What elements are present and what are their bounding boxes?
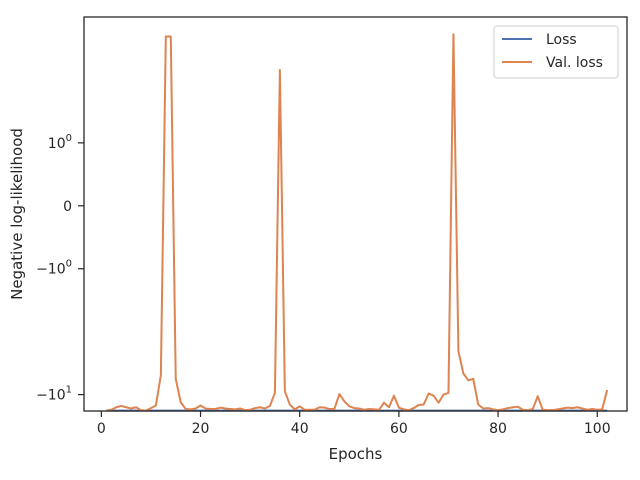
legend: Loss Val. loss (493, 25, 619, 79)
plot-frame (83, 16, 628, 412)
x-tick-label: 80 (489, 421, 507, 437)
x-tick-label: 100 (584, 421, 611, 437)
x-axis-label: Epochs (329, 445, 383, 463)
y-axis-label: Negative log-likelihood (8, 128, 26, 300)
legend-label-val-loss: Val. loss (546, 55, 603, 71)
y-tick-label: 0 (63, 199, 72, 215)
x-axis: 0 20 40 60 80 100 (97, 411, 611, 437)
y-axis: 100 0 −100 −101 (36, 133, 84, 404)
x-tick-label: 0 (97, 421, 106, 437)
y-tick-label: 100 (48, 133, 72, 152)
y-tick-label: −101 (36, 385, 72, 404)
x-tick-label: 20 (192, 421, 210, 437)
legend-label-loss: Loss (546, 32, 577, 48)
x-tick-label: 40 (291, 421, 309, 437)
y-tick-label: −100 (36, 259, 72, 278)
series-line-val-loss (106, 33, 609, 412)
x-tick-label: 60 (390, 421, 408, 437)
